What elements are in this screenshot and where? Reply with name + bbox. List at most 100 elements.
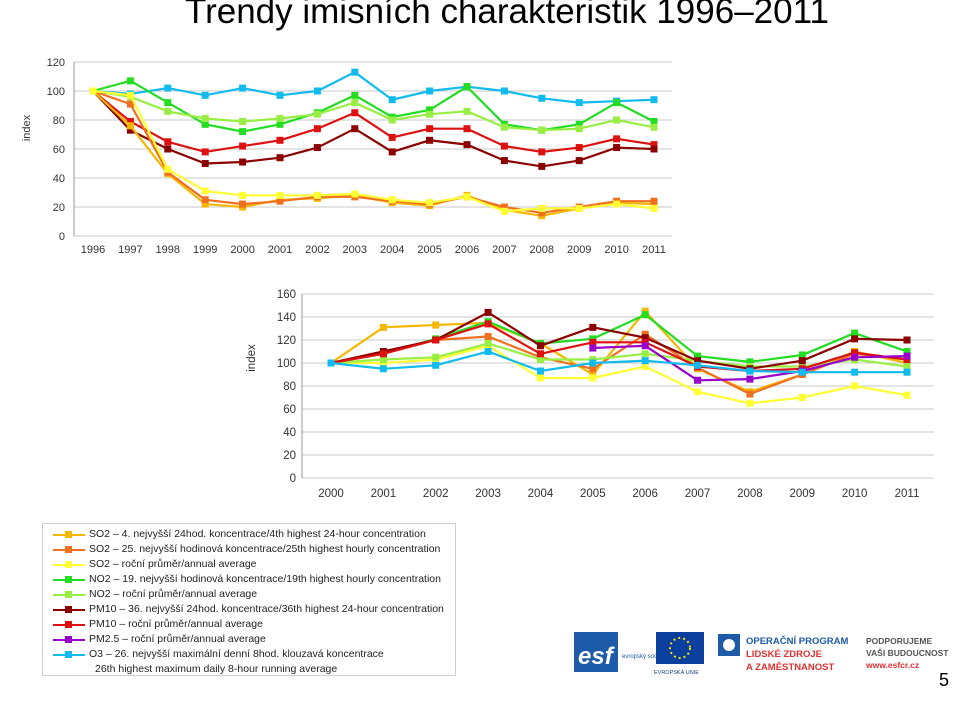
chart0-point-so2_annual xyxy=(575,204,583,212)
chart0-point-so2_annual xyxy=(276,191,284,199)
chart1-point-pm25_annual xyxy=(746,375,754,383)
support-line-1: PODPORUJEME xyxy=(866,636,932,646)
chart0-series-pm10_annual xyxy=(89,87,658,156)
chart1-point-o3_8h xyxy=(694,361,702,369)
chart0-point-pm10_24h xyxy=(164,145,172,153)
legend-label-line: O3 – 26. nejvyšší maximální denní 8hod. … xyxy=(89,648,384,660)
chart0-point-o3_8h xyxy=(538,94,546,102)
chart0-point-no2_1h xyxy=(126,77,134,85)
chart0-y-tick-label: 100 xyxy=(47,86,65,98)
chart0-point-o3_8h xyxy=(164,84,172,92)
legend-swatch xyxy=(49,617,89,632)
chart0-point-no2_annual xyxy=(388,116,396,124)
chart1-x-tick-label: 2005 xyxy=(580,488,606,500)
chart1-point-no2_1h xyxy=(798,351,806,359)
chart1-x-tick-label: 2006 xyxy=(632,488,658,500)
chart1-x-tick-label: 2003 xyxy=(475,488,501,500)
chart1-y-tick-label: 140 xyxy=(277,312,296,324)
chart0-series-so2_annual xyxy=(89,87,658,215)
chart0-point-no2_annual xyxy=(313,110,321,118)
chart0-point-no2_annual xyxy=(538,126,546,134)
chart0-point-pm10_24h xyxy=(126,126,134,134)
chart0-point-pm10_24h xyxy=(613,144,621,152)
chart1-x-tick-label: 2004 xyxy=(528,488,554,500)
legend-item: NO2 – 19. nejvyšší hodinová koncentrace/… xyxy=(43,572,455,587)
logo-strip: esf evropský sociální fond v ČR EVROPSKÁ… xyxy=(572,628,957,680)
chart0-point-o3_8h xyxy=(239,84,247,92)
chart0-point-pm10_annual xyxy=(575,144,583,152)
legend-swatch xyxy=(49,632,89,647)
chart1-point-pm10_24h xyxy=(694,357,702,365)
chart0-point-no2_1h xyxy=(239,128,247,136)
chart1-point-pm10_24h xyxy=(903,336,911,344)
chart1-point-o3_8h xyxy=(484,348,492,355)
chart1-y-tick-label: 20 xyxy=(283,450,296,462)
chart1-point-so2_annual xyxy=(641,362,649,370)
chart0-point-pm10_24h xyxy=(500,157,508,165)
chart1-point-o3_8h xyxy=(851,368,859,376)
chart0-point-o3_8h xyxy=(201,91,209,99)
chart0-line-pm10_annual xyxy=(92,90,655,154)
chart0-y-tick-label: 60 xyxy=(53,144,65,156)
chart0-point-pm10_24h xyxy=(426,136,434,144)
chart1-point-o3_8h xyxy=(798,368,806,376)
chart1-point-pm10_annual xyxy=(379,350,387,358)
chart0-point-pm10_24h xyxy=(388,148,396,156)
chart0-point-pm10_annual xyxy=(500,142,508,150)
chart0-point-so2_annual xyxy=(313,191,321,199)
legend-swatch xyxy=(49,542,89,557)
chart0-point-no2_1h xyxy=(201,120,209,128)
chart0-x-tick-label: 2000 xyxy=(230,244,254,256)
chart0-x-tick-label: 2001 xyxy=(268,244,292,256)
chart0-x-tick-label: 1998 xyxy=(156,244,180,256)
chart0-point-o3_8h xyxy=(650,96,658,104)
chart1-point-no2_annual xyxy=(536,356,544,364)
chart0-point-so2_1h xyxy=(500,203,508,211)
op-line-2: LIDSKÉ ZDROJE xyxy=(746,649,822,660)
chart0-point-no2_annual xyxy=(164,107,172,115)
chart0-point-so2_annual xyxy=(463,193,471,201)
chart1-point-o3_8h xyxy=(379,365,387,373)
legend-label-line: PM10 – 36. nejvyšší 24hod. koncentrace/3… xyxy=(89,603,444,615)
chart1-point-pm10_annual xyxy=(536,350,544,358)
chart1-point-pm10_24h xyxy=(536,342,544,350)
chart0-x-tick-label: 2003 xyxy=(343,244,367,256)
legend-swatch xyxy=(49,587,89,602)
legend-label: O3 – 26. nejvyšší maximální denní 8hod. … xyxy=(89,647,384,677)
chart0-point-so2_1h xyxy=(650,197,658,205)
chart1-point-so2_1h xyxy=(589,365,597,373)
chart1-point-no2_annual xyxy=(641,350,649,358)
chart0-point-pm10_24h xyxy=(538,162,546,170)
chart1-point-no2_annual xyxy=(379,356,387,364)
chart0-point-no2_1h xyxy=(650,117,658,125)
chart0-x-tick-label: 1997 xyxy=(118,244,142,256)
chart1-point-pm25_annual xyxy=(694,376,702,384)
chart0-point-no2_1h xyxy=(463,83,471,91)
legend-swatch xyxy=(49,647,89,662)
chart0-point-no2_annual xyxy=(201,115,209,123)
chart0-point-so2_annual xyxy=(351,190,359,198)
op-line-3: A ZAMĚSTNANOST xyxy=(746,661,835,673)
chart0-point-so2_annual xyxy=(239,191,247,199)
chart0-point-so2_annual xyxy=(500,207,508,215)
chart0-point-no2_1h xyxy=(575,120,583,128)
chart0-point-pm10_annual xyxy=(613,135,621,143)
chart0-series-pm10_24h xyxy=(89,87,658,170)
chart1-point-no2_annual xyxy=(484,339,492,347)
chart1-point-pm10_24h xyxy=(589,323,597,331)
chart1-point-so2_annual xyxy=(851,382,859,390)
legend-swatch xyxy=(49,602,89,617)
chart0-x-tick-label: 2011 xyxy=(642,244,666,256)
chart0-point-no2_annual xyxy=(613,116,621,124)
chart0-line-no2_annual xyxy=(92,89,655,132)
legend-item: SO2 – roční průměr/annual average xyxy=(43,557,455,572)
chart1-point-o3_8h xyxy=(589,359,597,367)
legend-label-line: PM2.5 – roční průměr/annual average xyxy=(89,633,266,645)
chart0-point-so2_annual xyxy=(201,187,209,195)
chart1-x-tick-label: 2000 xyxy=(318,488,344,500)
chart0-point-pm10_24h xyxy=(351,125,359,133)
chart1-series-o3_8h xyxy=(327,348,911,376)
legend-label: SO2 – roční průměr/annual average xyxy=(89,557,257,572)
chart1-point-pm10_annual xyxy=(589,338,597,346)
legend-label-line: PM10 – roční průměr/annual average xyxy=(89,618,263,630)
